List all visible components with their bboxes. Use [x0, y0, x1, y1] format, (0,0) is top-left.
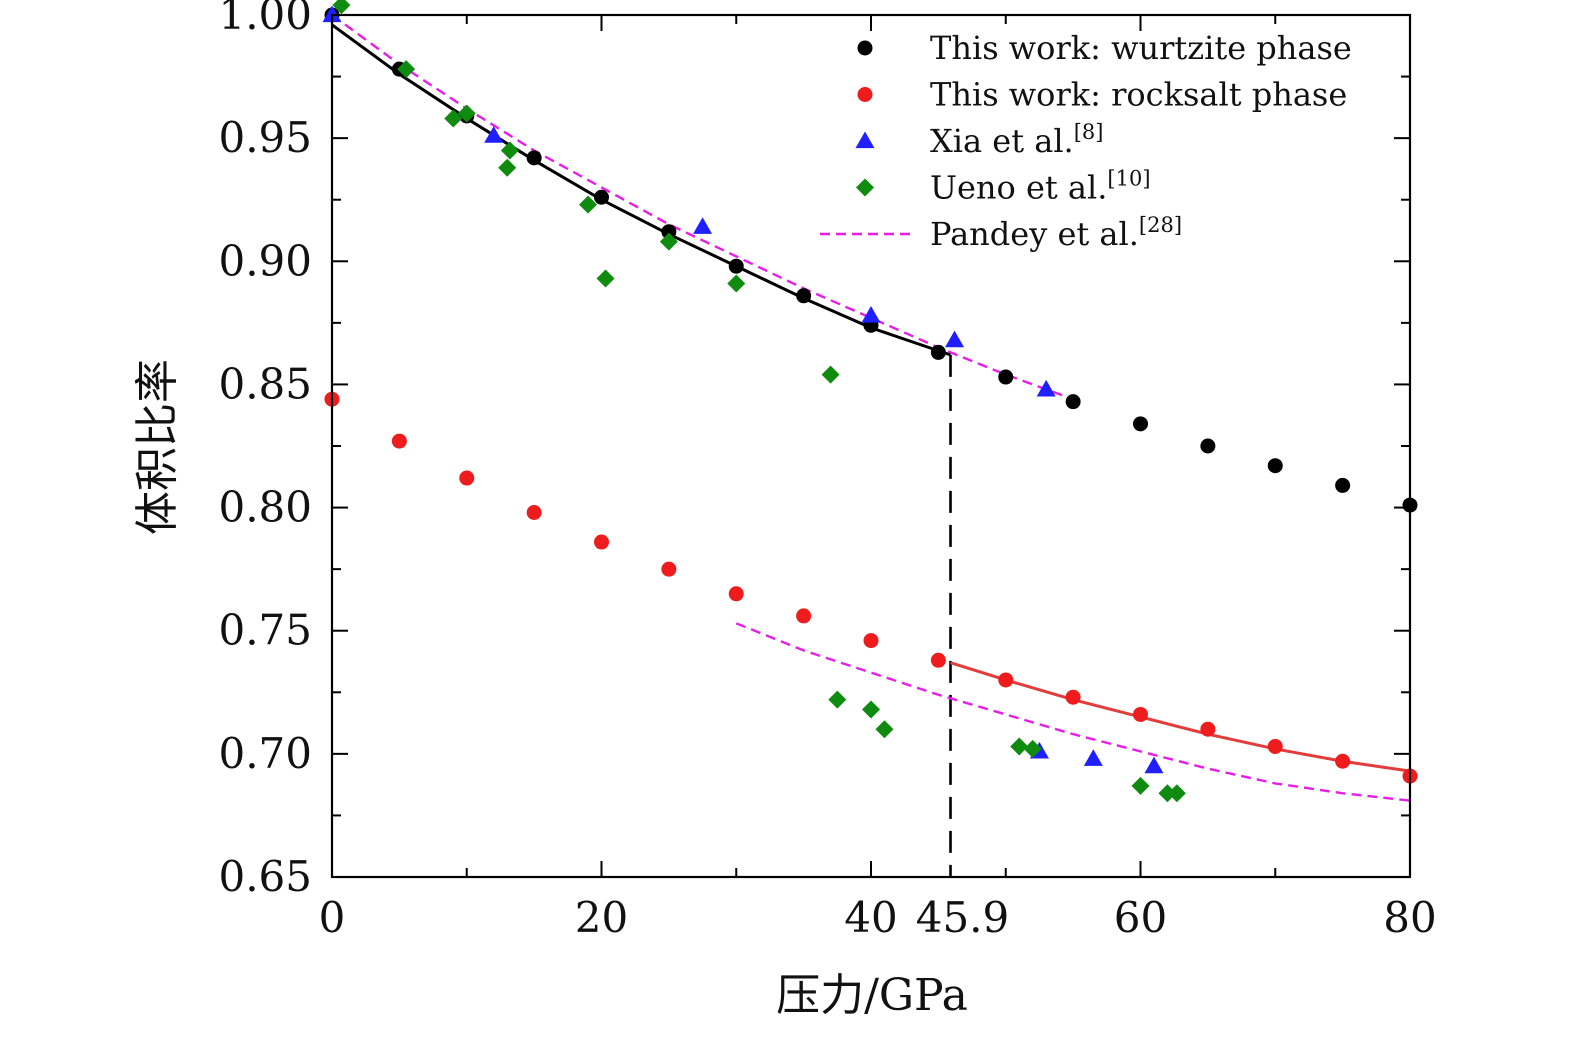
series-1-point	[391, 433, 407, 449]
y-tick-label: 0.70	[218, 729, 312, 778]
legend-label-text: Xia et al.	[930, 122, 1074, 160]
series-1-point	[526, 504, 542, 520]
series-3-point	[500, 141, 519, 160]
series-0-point	[1200, 438, 1216, 454]
legend-label-1: This work: rocksalt phase	[930, 76, 1347, 114]
series-1-point	[1133, 706, 1148, 722]
series-3-point	[579, 195, 598, 214]
y-tick-label: 0.95	[218, 113, 312, 162]
series-1-point	[594, 534, 609, 550]
series-3-point	[727, 274, 746, 293]
series-3-point	[332, 0, 351, 15]
legend-reference-superscript: [8]	[1074, 120, 1104, 144]
series-0-point	[1335, 477, 1351, 493]
series-2-point	[945, 330, 965, 348]
series-0-point	[1267, 458, 1283, 474]
legend-label-text: Ueno et al.	[930, 169, 1107, 207]
y-tick-label: 1.00	[218, 0, 312, 39]
legend-label-4: Pandey et al.[28]	[930, 213, 1182, 253]
series-2-point	[861, 305, 881, 323]
legend-label-text: This work: wurtzite phase	[930, 29, 1352, 67]
series-0-point	[594, 189, 609, 205]
series-3-point	[1023, 739, 1042, 758]
chart-markers	[322, 0, 1418, 803]
series-1-point	[661, 561, 677, 577]
series-2-point	[1083, 749, 1103, 766]
chart-lines	[331, 14, 1411, 877]
legend-swatch-0	[857, 40, 873, 56]
series-3-point	[596, 269, 615, 288]
y-tick-label: 0.85	[218, 359, 312, 408]
pandey-dashed-line-0	[331, 14, 1074, 401]
x-tick-label: 40	[844, 893, 897, 942]
y-tick-label: 0.90	[218, 236, 312, 285]
series-1-point	[863, 633, 879, 649]
series-2-point	[693, 217, 713, 234]
x-tick-label: 45.9	[916, 893, 1010, 942]
x-tick-label: 60	[1114, 893, 1167, 942]
series-3-point	[397, 60, 416, 79]
series-0-point	[661, 224, 677, 240]
x-tick-label: 80	[1383, 893, 1436, 942]
y-tick-label: 0.75	[218, 606, 312, 655]
series-3-point	[457, 104, 476, 123]
series-3-point	[875, 720, 894, 739]
legend-label-3: Ueno et al.[10]	[930, 167, 1151, 207]
series-3-point	[444, 109, 463, 128]
series-1-point	[728, 586, 744, 602]
legend-reference-superscript: [28]	[1139, 213, 1182, 237]
legend-label-0: This work: wurtzite phase	[930, 29, 1352, 67]
series-1-point	[1200, 721, 1216, 737]
series-1-point	[1065, 689, 1081, 705]
series-3-point	[1131, 776, 1150, 795]
series-1-point	[796, 608, 812, 624]
x-tick-label: 0	[319, 893, 346, 942]
pandey-dashed-line-1	[735, 622, 1411, 802]
series-2-point	[1036, 379, 1056, 397]
series-2-point	[1144, 756, 1164, 774]
series-0-point	[526, 150, 542, 166]
legend-label-text: This work: rocksalt phase	[930, 76, 1347, 114]
series-3-point	[1167, 784, 1186, 803]
legend-swatch-1	[857, 87, 873, 102]
series-3-point	[821, 365, 840, 384]
series-3-point	[498, 158, 517, 177]
y-tick-label: 0.65	[218, 852, 312, 901]
x-tick-label: 20	[575, 893, 628, 942]
series-0-point	[796, 288, 812, 304]
wurtzite-fit-line	[331, 23, 951, 357]
series-3-point	[1158, 784, 1177, 803]
series-2-point	[322, 5, 342, 23]
legend: This work: wurtzite phase This work: rock…	[820, 29, 1352, 253]
series-1-point	[1335, 753, 1351, 769]
y-axis-title: 体积比率	[132, 359, 183, 535]
series-3-point	[659, 232, 678, 251]
x-axis-title: 压力/GPa	[776, 970, 968, 1021]
y-tick-label: 0.80	[218, 483, 312, 532]
series-3-point	[862, 700, 880, 719]
series-0-point	[930, 344, 946, 360]
series-1-point	[1267, 738, 1283, 754]
series-0-point	[998, 369, 1014, 385]
series-0-point	[728, 258, 744, 274]
series-0-point	[1133, 416, 1148, 432]
series-1-point	[459, 470, 475, 486]
series-3-point	[1010, 737, 1029, 756]
legend-swatch-3	[856, 178, 874, 197]
series-0-point	[1065, 394, 1081, 410]
legend-reference-superscript: [10]	[1107, 167, 1150, 191]
series-3-point	[828, 690, 847, 709]
rocksalt-fit-line	[950, 661, 1411, 773]
axes: 0 20 40 45.9 60 80 0.65 0.70 0.75 0.80 0.85 0.90 0.9…	[218, 0, 1436, 942]
series-2-point	[484, 126, 504, 143]
series-1-point	[930, 652, 946, 668]
legend-label-2: Xia et al.[8]	[930, 120, 1103, 160]
series-1-point	[998, 672, 1014, 688]
legend-label-text: Pandey et al.	[930, 215, 1139, 253]
legend-swatch-2	[855, 131, 875, 149]
